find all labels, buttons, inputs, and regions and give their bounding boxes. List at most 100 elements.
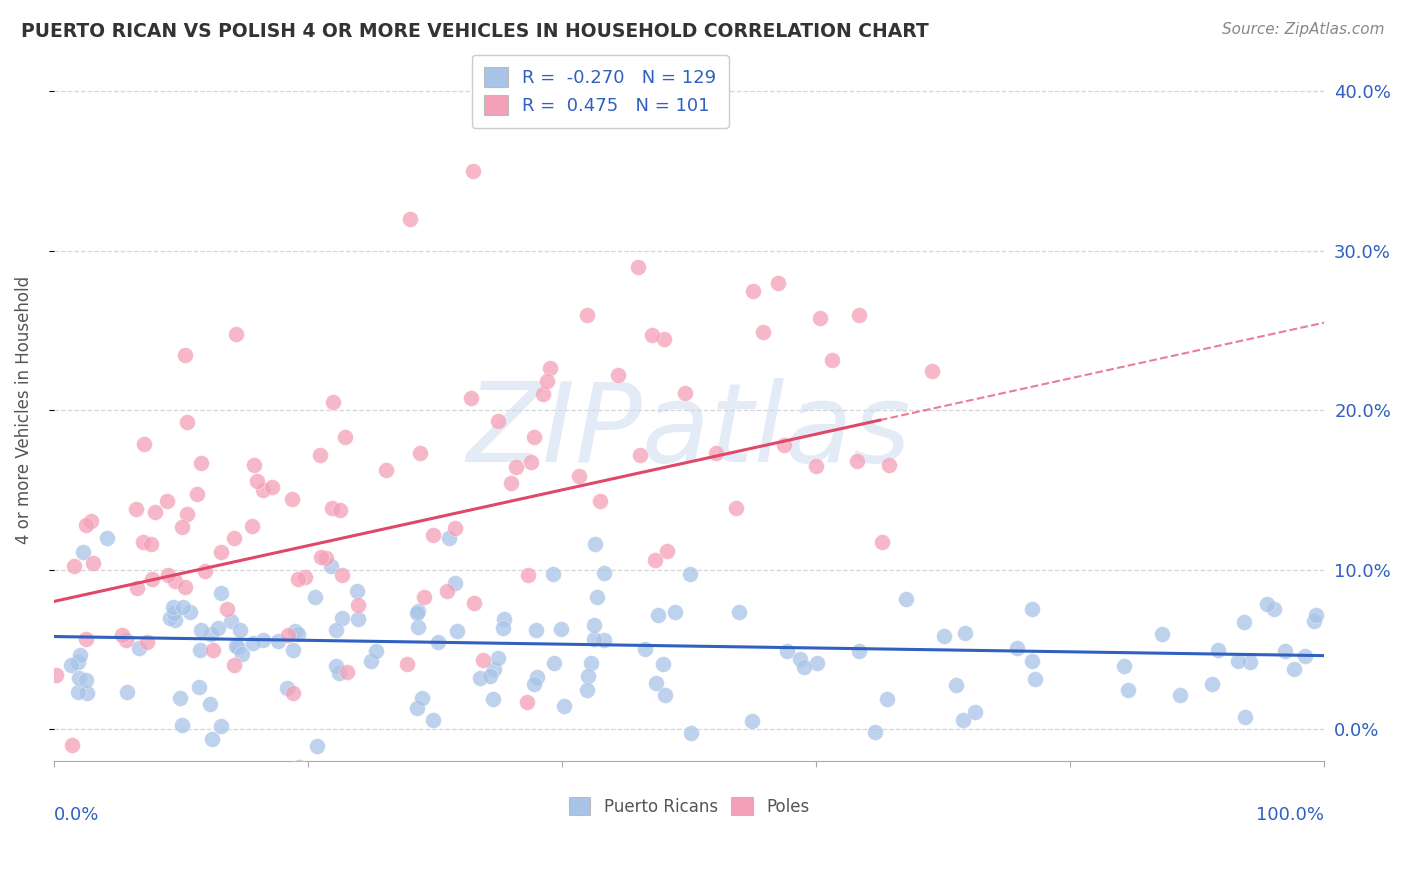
Point [321,559,343,574]
Point [446,624,468,639]
Point [240,519,263,533]
Point [848,644,870,658]
Point [398,211,420,226]
Point [82,556,104,570]
Point [921,364,943,378]
Point [96,531,118,545]
Point [141,572,163,586]
Point [194,564,217,578]
Point [1256,597,1278,611]
Point [463,164,485,178]
Point [550,622,572,636]
Point [492,612,515,626]
Point [333,430,356,444]
Point [125,581,148,595]
Point [346,583,368,598]
Point [1294,648,1316,663]
Point [517,568,540,582]
Point [226,640,249,654]
Point [406,606,429,620]
Point [231,647,253,661]
Point [411,690,433,705]
Point [583,537,606,551]
Point [952,713,974,727]
Point [125,502,148,516]
Point [443,576,465,591]
Point [894,591,917,606]
Point [704,445,727,459]
Point [200,698,222,712]
Point [806,656,828,670]
Point [136,635,159,649]
Point [162,599,184,614]
Point [1282,662,1305,676]
Point [190,456,212,470]
Point [186,487,208,501]
Point [277,628,299,642]
Point [408,446,430,460]
Y-axis label: 4 or more Vehicles in Household: 4 or more Vehicles in Household [15,277,32,544]
Point [287,572,309,586]
Point [176,508,198,522]
Point [543,657,565,671]
Point [1263,601,1285,615]
Point [66,655,89,669]
Point [472,652,495,666]
Point [870,534,893,549]
Point [406,620,429,634]
Point [470,671,492,685]
Point [347,612,370,626]
Point [427,634,450,648]
Point [201,732,224,747]
Point [437,531,460,545]
Point [329,503,352,517]
Point [846,453,869,467]
Point [519,455,541,469]
Point [877,458,900,472]
Point [211,586,233,600]
Point [283,686,305,700]
Point [673,385,696,400]
Point [524,624,547,638]
Point [681,726,703,740]
Point [325,623,347,637]
Point [364,644,387,658]
Point [848,308,870,322]
Point [538,360,561,375]
Point [315,551,337,566]
Point [1021,602,1043,616]
Point [63,559,86,574]
Point [1005,641,1028,656]
Point [260,480,283,494]
Point [157,567,180,582]
Point [751,325,773,339]
Point [641,328,664,343]
Point [45,668,67,682]
Point [176,415,198,429]
Point [252,483,274,498]
Point [463,597,485,611]
Point [589,494,612,508]
Point [486,414,509,428]
Point [1168,689,1191,703]
Point [287,627,309,641]
Point [156,494,179,508]
Point [436,584,458,599]
Point [225,639,247,653]
Point [215,602,238,616]
Point [741,284,763,298]
Point [222,657,245,672]
Point [953,625,976,640]
Point [330,567,353,582]
Point [634,642,657,657]
Point [481,692,503,706]
Point [1239,655,1261,669]
Point [128,641,150,656]
Text: PUERTO RICAN VS POLISH 4 OR MORE VEHICLES IN HOUSEHOLD CORRELATION CHART: PUERTO RICAN VS POLISH 4 OR MORE VEHICLE… [21,22,929,41]
Point [325,659,347,673]
Point [553,698,575,713]
Point [679,566,702,581]
Point [72,545,94,559]
Point [165,574,187,588]
Point [395,657,418,672]
